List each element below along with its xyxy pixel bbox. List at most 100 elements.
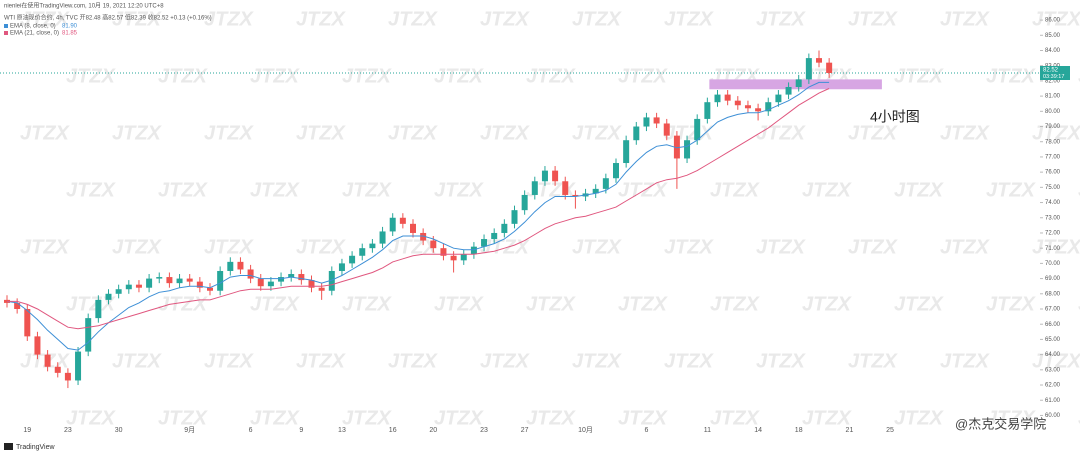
candle-body [714,94,721,103]
legend-value: 81.85 [62,31,78,37]
candle-body [75,351,82,381]
candle-body [54,366,61,373]
candle-body [237,261,244,270]
watermark: JTZX [112,8,163,30]
watermark: JTZX [618,407,669,429]
candle-body [623,140,630,164]
watermark: JTZX [1078,179,1080,201]
watermark: JTZX [204,122,255,144]
watermark: JTZX [250,293,301,315]
brand-logo [4,443,13,450]
watermark: JTZX [158,65,209,87]
candle-body [399,217,406,224]
candle-body [186,278,193,282]
candle-body [410,223,416,233]
y-tick-label: 60.00 [1045,413,1061,419]
legend-value: 81.90 [62,24,78,30]
watermark: JTZX [664,236,715,258]
candle-body [338,263,345,271]
watermark: JTZX [66,65,117,87]
y-tick-label: 69.00 [1045,276,1061,282]
candle-body [14,302,21,309]
candle-body [552,170,559,182]
watermark: JTZX [158,293,209,315]
candle-body [389,217,396,232]
candle-body [85,318,92,352]
candle-body [257,278,264,287]
watermark: JTZX [756,8,807,30]
candle-body [805,58,812,80]
watermark: JTZX [618,293,669,315]
watermark: JTZX [296,8,347,30]
zone [709,79,882,90]
candle-body [572,194,579,197]
watermark: JTZX [66,293,117,315]
watermark: JTZX [940,122,991,144]
watermark: JTZX [1032,122,1080,144]
x-tick-label: 9 [299,427,303,434]
watermark: JTZX [480,236,531,258]
watermark: JTZX [112,122,163,144]
watermark: JTZX [66,407,117,429]
x-tick-label: 21 [846,427,854,434]
candle-body [744,105,751,109]
watermark: JTZX [756,350,807,372]
watermark: JTZX [388,236,439,258]
y-tick-label: 85.00 [1045,33,1061,39]
candle-body [430,240,437,249]
watermark: JTZX [112,350,163,372]
y-tick-label: 76.00 [1045,170,1061,176]
watermark: JTZX [434,407,485,429]
watermark: JTZX [342,179,393,201]
watermark: JTZX [388,8,439,30]
candle-body [816,58,822,63]
candle-body [562,181,569,195]
legend-entry: EMA (21, close, 0) [10,31,59,37]
watermark: JTZX [664,8,715,30]
watermark: JTZX [20,8,71,30]
y-tick-label: 70.00 [1045,261,1061,267]
candle-body [826,62,833,73]
watermark: JTZX [388,122,439,144]
y-tick-label: 68.00 [1045,291,1061,297]
watermark: JTZX [1078,293,1080,315]
watermark: JTZX [204,236,255,258]
watermark: JTZX [158,407,209,429]
x-tick-label: 30 [115,427,123,434]
y-tick-label: 78.00 [1045,139,1061,145]
watermark: JTZX [158,179,209,201]
candle-body [44,354,51,367]
watermark: JTZX [480,8,531,30]
watermark: JTZX [1032,236,1080,258]
watermark: JTZX [1032,350,1080,372]
ema-line [7,88,830,330]
candle-body [673,135,680,159]
watermark: JTZX [894,179,945,201]
x-tick-label: 10月 [578,426,593,434]
watermark: JTZX [572,122,623,144]
candle-body [602,178,609,189]
candle-body [278,277,285,282]
y-tick-label: 82.00 [1045,78,1061,84]
credit: @杰克交易学院 [955,416,1046,431]
legend-swatch [4,31,8,35]
watermark: JTZX [572,8,623,30]
watermark: JTZX [848,8,899,30]
watermark: JTZX [342,65,393,87]
y-tick-label: 63.00 [1045,367,1061,373]
last-price-box [1040,65,1070,80]
annotation: 4小时图 [870,109,920,125]
watermark: JTZX [710,179,761,201]
candle-body [501,223,508,233]
candle-body [511,210,518,224]
watermark: JTZX [802,407,853,429]
candle-body [105,293,112,300]
plot [0,50,1040,389]
candle-body [592,188,599,194]
watermark: JTZX [204,8,255,30]
candle-body [724,94,731,101]
y-tick-label: 80.00 [1045,109,1061,115]
candle-body [643,117,650,127]
y-tick-label: 84.00 [1045,48,1061,54]
watermark: JTZX [342,293,393,315]
